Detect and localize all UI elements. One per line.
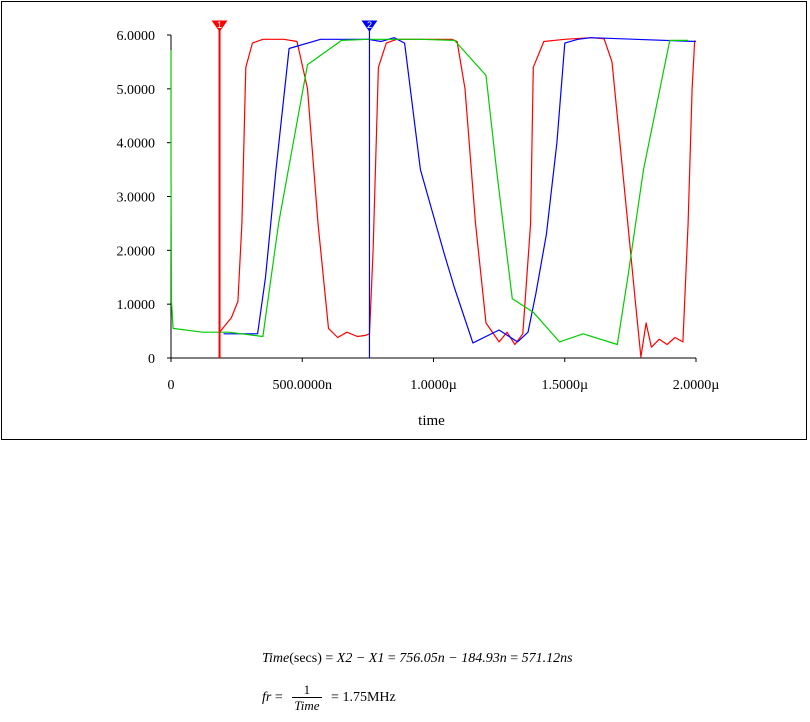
series-line-2 xyxy=(223,37,697,344)
y-tick-label-5: 5.0000 xyxy=(117,83,156,98)
time-unit: (secs) xyxy=(289,651,322,666)
series-line-3 xyxy=(170,38,689,346)
y-tick-label-0: 0 xyxy=(148,352,155,367)
fraction: 1 Time xyxy=(292,682,322,713)
y-tick-label-2: 2.0000 xyxy=(117,244,156,259)
y-tick-label-6: 6.0000 xyxy=(117,29,156,44)
waveform-chart: 0 1.0000 2.0000 3.0000 4.0000 5.0000 6.0000 0 50… xyxy=(117,20,720,429)
x-tick-label-2: 1.0000µ xyxy=(410,378,457,393)
fraction-numerator: 1 xyxy=(303,682,311,697)
frequency-result: 1.75MHz xyxy=(342,690,396,705)
x-tick-label-3: 1.5000µ xyxy=(541,378,588,393)
cursor-2-marker-label: 2 xyxy=(367,20,372,30)
period-result: 571.12ns xyxy=(521,651,573,666)
frequency-formula: fr = 1 Time = 1.75MHz xyxy=(262,682,396,714)
time-symbol: Time xyxy=(262,651,290,666)
y-tick-label-1: 1.0000 xyxy=(117,298,156,313)
series-line-1 xyxy=(219,37,696,358)
cursor-1-marker xyxy=(211,20,228,32)
cursor-difference: X2 − X1 xyxy=(336,651,385,666)
period-formula: Time(secs) = X2 − X1 = 756.05n − 184.93n… xyxy=(262,651,573,666)
y-tick-label-3: 3.0000 xyxy=(117,191,156,206)
x-tick-label-4: 2.0000µ xyxy=(673,378,720,393)
x-axis-title: time xyxy=(418,413,445,429)
x-tick-label-0: 0 xyxy=(168,378,175,393)
y-tick-label-4: 4.0000 xyxy=(117,137,156,152)
x-tick-label-1: 500.0000n xyxy=(273,378,333,393)
chart-frame: 0 1.0000 2.0000 3.0000 4.0000 5.0000 6.0000 0 50… xyxy=(1,1,807,440)
fraction-denominator: Time xyxy=(292,697,322,713)
cursor-1-marker-label: 1 xyxy=(217,20,222,30)
frequency-symbol: fr xyxy=(262,690,272,705)
cursor-2-marker xyxy=(361,20,378,32)
cursor-values: 756.05n − 184.93n xyxy=(399,651,507,666)
